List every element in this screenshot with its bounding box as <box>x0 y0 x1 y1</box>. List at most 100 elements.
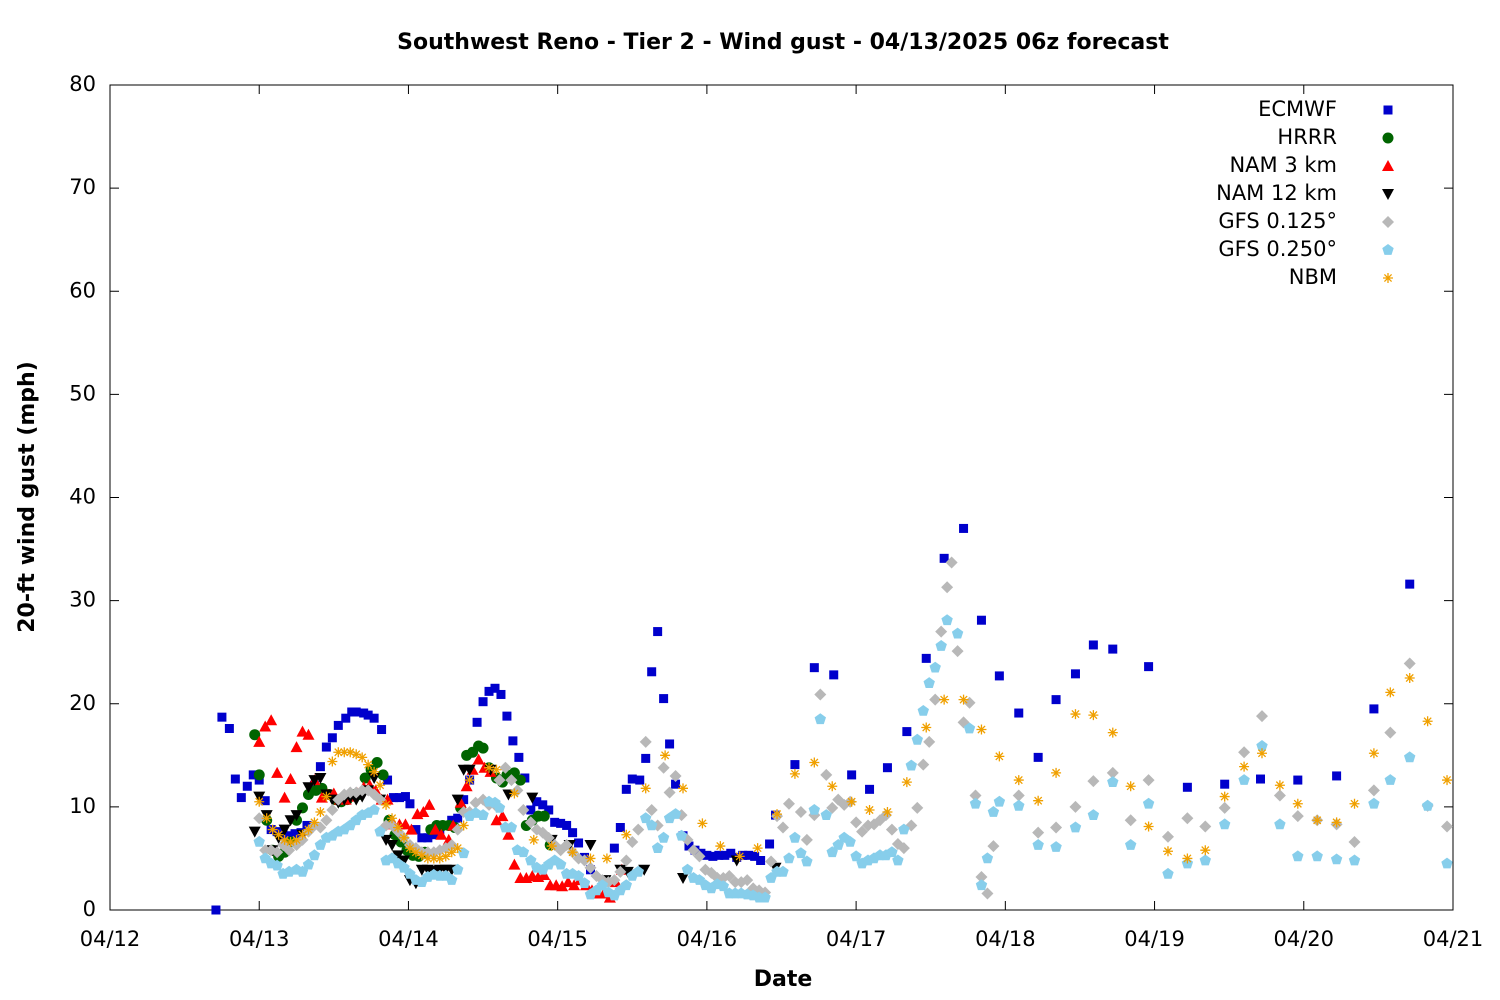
data-point <box>405 823 418 835</box>
data-point <box>526 805 536 815</box>
data-point <box>254 796 265 807</box>
data-point <box>410 847 421 858</box>
data-point <box>1107 776 1119 787</box>
data-point <box>291 834 302 845</box>
data-point <box>994 751 1005 762</box>
data-point <box>271 859 283 871</box>
data-point <box>368 773 381 784</box>
data-point <box>508 858 521 870</box>
data-point <box>1257 748 1267 759</box>
data-point <box>1200 845 1211 856</box>
data-point <box>976 724 987 735</box>
data-point <box>1274 780 1285 791</box>
data-point <box>969 789 982 802</box>
data-point <box>1312 815 1323 826</box>
data-point <box>1239 761 1250 772</box>
y-tick-label: 60 <box>69 278 96 302</box>
data-point <box>638 864 651 876</box>
data-point <box>585 853 596 864</box>
data-point <box>562 820 572 830</box>
data-point <box>941 581 954 594</box>
data-point <box>502 789 515 801</box>
data-point <box>217 712 227 722</box>
data-point <box>801 855 813 867</box>
data-point <box>458 847 470 859</box>
data-point <box>645 803 658 816</box>
data-point <box>484 686 494 696</box>
data-point <box>477 742 489 754</box>
y-tick-label: 80 <box>69 72 96 96</box>
data-point <box>1219 791 1230 802</box>
data-point <box>1368 797 1380 809</box>
data-point <box>951 627 964 639</box>
x-tick-label: 04/12 <box>80 927 141 951</box>
data-point <box>377 769 389 781</box>
data-point <box>1107 727 1118 738</box>
y-axis-label: 20-ft wind gust (mph) <box>15 361 40 633</box>
legend-marker <box>1382 189 1394 200</box>
data-point <box>1142 797 1155 809</box>
data-point <box>446 874 458 885</box>
data-point <box>1238 774 1250 785</box>
data-point <box>596 879 609 891</box>
data-point <box>302 858 315 870</box>
legend-marker <box>1383 105 1393 115</box>
data-point <box>272 827 282 837</box>
data-point <box>490 814 503 826</box>
data-point <box>898 823 910 835</box>
data-point <box>783 852 795 864</box>
data-point <box>284 831 294 841</box>
data-point <box>429 830 439 840</box>
data-point <box>669 769 682 782</box>
data-point <box>1273 789 1286 802</box>
data-point <box>621 866 634 878</box>
data-point <box>315 762 325 772</box>
data-point <box>1369 704 1379 714</box>
data-point <box>772 809 783 820</box>
data-point <box>1331 817 1342 828</box>
data-point <box>1012 789 1025 802</box>
legend-marker <box>1382 160 1394 171</box>
data-point <box>584 861 597 874</box>
data-point <box>752 843 763 854</box>
data-point <box>621 829 632 840</box>
data-point <box>416 850 427 861</box>
data-point <box>697 818 708 829</box>
data-point <box>681 863 694 875</box>
data-point <box>285 836 296 847</box>
data-point <box>538 800 548 810</box>
data-point <box>369 766 380 777</box>
y-tick-label: 50 <box>69 381 96 405</box>
data-point <box>399 818 412 830</box>
data-point <box>422 853 433 864</box>
legend-label: GFS 0.250° <box>1218 237 1337 261</box>
data-point <box>333 720 343 730</box>
data-point <box>562 876 575 888</box>
series-4 <box>253 556 1454 900</box>
data-point <box>659 694 669 704</box>
data-point <box>351 749 362 760</box>
data-point <box>284 773 297 785</box>
data-point <box>1367 784 1380 797</box>
data-point <box>568 879 581 891</box>
data-point <box>273 829 284 840</box>
data-point <box>387 813 398 824</box>
data-point <box>386 819 399 832</box>
data-point <box>765 839 775 849</box>
data-point <box>905 759 917 771</box>
data-point <box>795 847 807 859</box>
data-point <box>1088 640 1098 650</box>
data-point <box>939 553 949 563</box>
data-point <box>377 725 387 735</box>
data-point <box>1349 798 1360 809</box>
x-tick-label: 04/15 <box>527 927 588 951</box>
data-point <box>380 834 393 846</box>
data-point <box>435 828 448 840</box>
data-point <box>1050 841 1062 852</box>
data-point <box>921 722 932 733</box>
data-point <box>714 850 724 860</box>
data-point <box>460 780 473 792</box>
data-point <box>1142 774 1155 787</box>
data-point <box>865 784 875 794</box>
data-point <box>693 850 706 863</box>
